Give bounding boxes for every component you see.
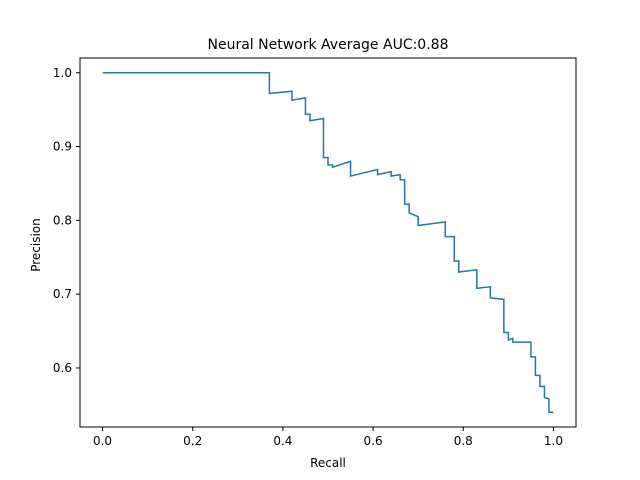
y-tick-label: 0.9 xyxy=(53,140,72,154)
axes-frame xyxy=(79,57,577,428)
x-axis: 0.0 0.2 0.4 0.6 0.8 1.0 xyxy=(93,427,563,448)
y-tick-label: 0.6 xyxy=(53,361,72,375)
series-layer xyxy=(102,72,554,413)
y-tick-label: 0.8 xyxy=(53,213,72,227)
y-axis-label: Precision xyxy=(29,218,43,272)
x-tick-label: 0.0 xyxy=(93,434,112,448)
y-tick-label: 0.7 xyxy=(53,287,72,301)
x-tick-label: 1.0 xyxy=(544,434,563,448)
x-tick-label: 0.8 xyxy=(454,434,473,448)
x-tick-label: 0.6 xyxy=(364,434,383,448)
x-tick-label: 0.2 xyxy=(183,434,202,448)
y-axis: 0.6 0.7 0.8 0.9 1.0 xyxy=(53,66,80,375)
chart-title: Neural Network Average AUC:0.88 xyxy=(208,37,449,53)
pr-curve-line xyxy=(102,72,554,413)
x-tick-label: 0.4 xyxy=(273,434,292,448)
x-axis-label: Recall xyxy=(310,456,346,470)
y-tick-label: 1.0 xyxy=(53,66,72,80)
